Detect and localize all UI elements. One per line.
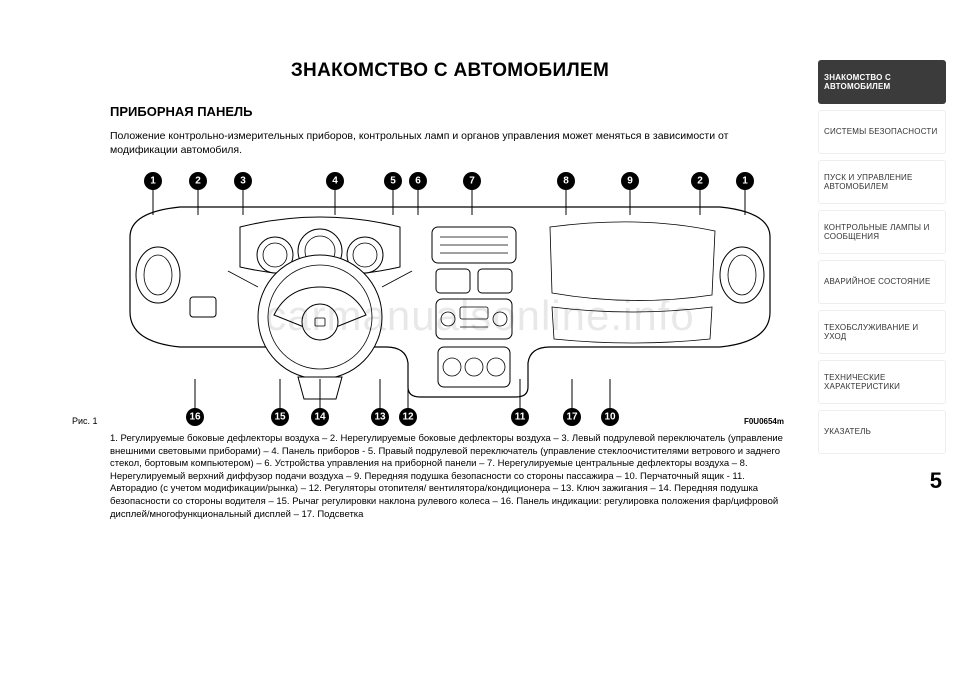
section-subtitle: ПРИБОРНАЯ ПАНЕЛЬ [110, 104, 790, 119]
svg-text:15: 15 [274, 412, 286, 423]
sidebar-tab-7[interactable]: УКАЗАТЕЛЬ [818, 410, 946, 454]
figure-legend: 1. Регулируемые боковые дефлекторы возду… [110, 433, 790, 521]
sidebar-tab-2[interactable]: ПУСК И УПРАВЛЕНИЕ АВТОМОБИЛЕМ [818, 160, 946, 204]
svg-text:16: 16 [189, 412, 201, 423]
sidebar-tab-1[interactable]: СИСТЕМЫ БЕЗОПАСНОСТИ [818, 110, 946, 154]
figure-code: F0U0654m [744, 417, 784, 426]
svg-text:7: 7 [469, 176, 475, 187]
svg-text:2: 2 [195, 176, 201, 187]
svg-text:9: 9 [627, 176, 633, 187]
svg-text:11: 11 [515, 412, 526, 423]
dashboard-svg: 12345678921 1615141312111710 [110, 167, 790, 427]
sidebar-tab-3[interactable]: КОНТРОЛЬНЫЕ ЛАМПЫ И СООБЩЕНИЯ [818, 210, 946, 254]
intro-paragraph: Положение контрольно-измерительных прибо… [110, 129, 790, 157]
svg-text:10: 10 [604, 412, 616, 423]
main-column: ЗНАКОМСТВО С АВТОМОБИЛЕМ ПРИБОРНАЯ ПАНЕЛ… [0, 0, 818, 679]
svg-text:17: 17 [566, 412, 578, 423]
svg-text:3: 3 [240, 176, 246, 187]
page-root: ЗНАКОМСТВО С АВТОМОБИЛЕМ ПРИБОРНАЯ ПАНЕЛ… [0, 0, 960, 679]
svg-text:12: 12 [402, 412, 414, 423]
svg-text:14: 14 [314, 412, 326, 423]
svg-text:13: 13 [374, 412, 386, 423]
page-number: 5 [818, 468, 946, 494]
sidebar-tab-4[interactable]: АВАРИЙНОЕ СОСТОЯНИЕ [818, 260, 946, 304]
figure-label: Рис. 1 [72, 416, 98, 426]
svg-text:2: 2 [697, 176, 703, 187]
svg-text:6: 6 [415, 176, 421, 187]
sidebar-tab-6[interactable]: ТЕХНИЧЕСКИЕ ХАРАКТЕРИСТИКИ [818, 360, 946, 404]
svg-text:4: 4 [332, 176, 338, 187]
svg-text:1: 1 [150, 176, 156, 187]
svg-text:8: 8 [563, 176, 569, 187]
sidebar-tabs: ЗНАКОМСТВО С АВТОМОБИЛЕМ СИСТЕМЫ БЕЗОПАСН… [818, 0, 960, 679]
sidebar-tab-0[interactable]: ЗНАКОМСТВО С АВТОМОБИЛЕМ [818, 60, 946, 104]
sidebar-tab-5[interactable]: ТЕХОБСЛУЖИВАНИЕ И УХОД [818, 310, 946, 354]
dashboard-figure: Рис. 1 F0U0654m [110, 167, 790, 427]
page-title: ЗНАКОМСТВО С АВТОМОБИЛЕМ [110, 60, 790, 82]
svg-text:1: 1 [742, 176, 748, 187]
svg-text:5: 5 [390, 176, 396, 187]
